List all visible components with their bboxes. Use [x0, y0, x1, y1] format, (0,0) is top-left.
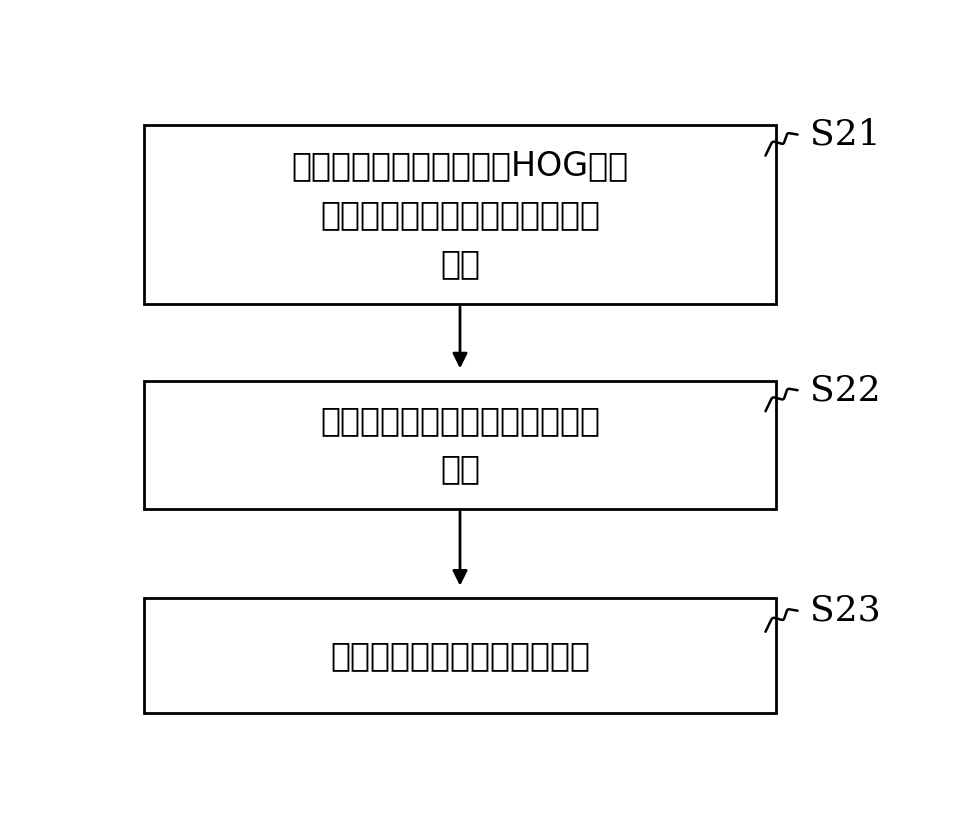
- Text: S21: S21: [810, 118, 881, 152]
- Text: 采用图像分割技术进行分割，并
滤波: 采用图像分割技术进行分割，并 滤波: [320, 404, 600, 486]
- FancyBboxPatch shape: [144, 598, 776, 713]
- Text: 进行轮廓提取，获得人体轮廓: 进行轮廓提取，获得人体轮廓: [330, 639, 590, 672]
- Text: S23: S23: [810, 594, 881, 627]
- Text: 采集乘员位置图像，利用HOG人体
检测算子获取乘员位置上的人体
位置: 采集乘员位置图像，利用HOG人体 检测算子获取乘员位置上的人体 位置: [291, 149, 628, 280]
- Text: S22: S22: [810, 374, 881, 408]
- FancyBboxPatch shape: [144, 381, 776, 509]
- FancyBboxPatch shape: [144, 125, 776, 304]
